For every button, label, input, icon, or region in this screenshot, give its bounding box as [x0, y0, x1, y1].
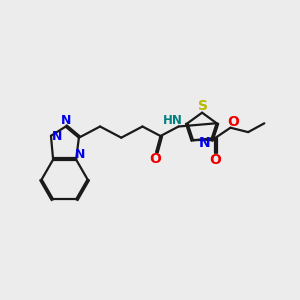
Text: O: O	[150, 152, 161, 166]
Text: S: S	[198, 99, 208, 113]
Text: N: N	[199, 136, 210, 150]
Text: HN: HN	[163, 113, 183, 127]
Text: N: N	[61, 114, 71, 127]
Text: O: O	[209, 153, 221, 167]
Text: N: N	[52, 130, 63, 143]
Text: O: O	[227, 116, 239, 129]
Text: N: N	[75, 148, 86, 161]
